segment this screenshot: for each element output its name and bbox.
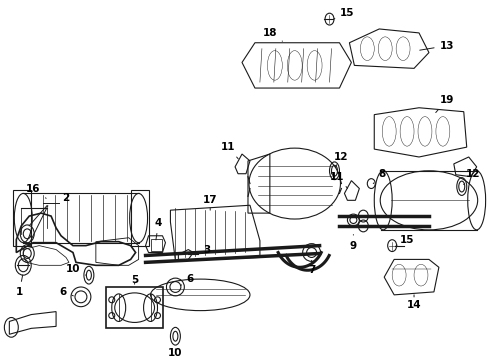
Text: 6: 6 xyxy=(59,287,74,297)
Text: 6: 6 xyxy=(181,274,194,285)
Bar xyxy=(150,239,163,251)
Text: 13: 13 xyxy=(420,41,454,51)
Text: 2: 2 xyxy=(62,193,70,203)
Text: 12: 12 xyxy=(334,152,349,167)
Text: 14: 14 xyxy=(407,295,421,310)
Text: 3: 3 xyxy=(196,244,211,255)
Text: 1: 1 xyxy=(16,275,23,297)
Text: 19: 19 xyxy=(436,95,454,113)
Bar xyxy=(106,287,164,328)
Text: 5: 5 xyxy=(131,275,138,285)
Text: 10: 10 xyxy=(66,264,86,275)
Text: 7: 7 xyxy=(308,260,315,275)
Text: 8: 8 xyxy=(373,169,386,184)
Text: 18: 18 xyxy=(263,28,282,41)
Text: 16: 16 xyxy=(26,184,46,198)
Text: 17: 17 xyxy=(203,195,218,210)
Text: 4: 4 xyxy=(155,218,162,240)
Text: 9: 9 xyxy=(350,235,357,251)
Text: 15: 15 xyxy=(396,235,415,246)
Text: 11: 11 xyxy=(221,142,238,159)
Text: 15: 15 xyxy=(334,8,355,19)
Text: 11: 11 xyxy=(330,172,347,188)
Text: 12: 12 xyxy=(464,169,480,185)
Text: 10: 10 xyxy=(168,348,183,358)
